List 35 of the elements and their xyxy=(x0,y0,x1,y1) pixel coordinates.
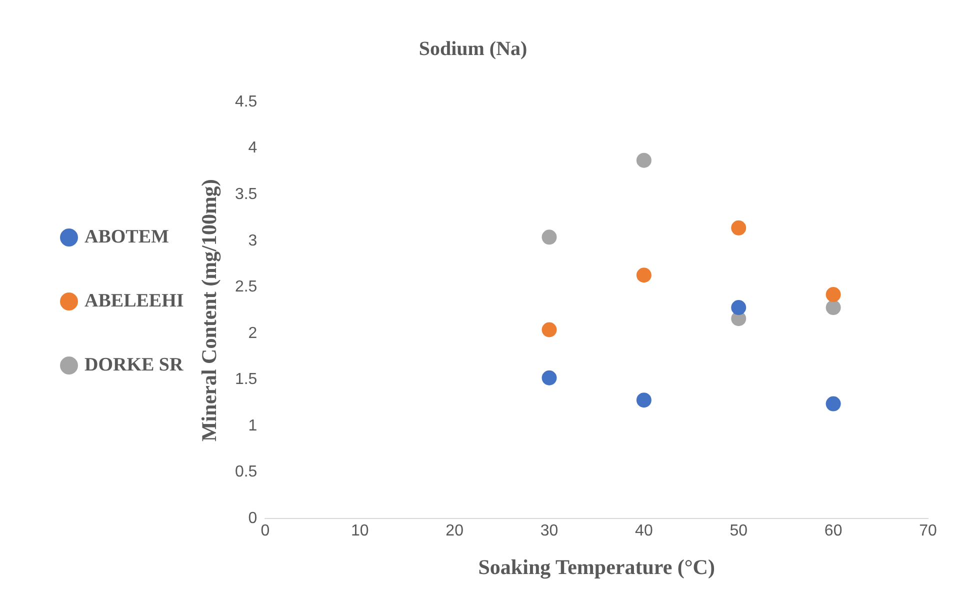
point xyxy=(636,392,652,408)
x-tick-label: 10 xyxy=(350,522,369,540)
x-axis-title: Soaking Temperature (°C) xyxy=(478,554,715,579)
y-tick-label: 2.5 xyxy=(234,278,258,296)
y-tick-label: 4 xyxy=(248,140,258,157)
point xyxy=(542,230,557,245)
legend-label: ABELEEHI xyxy=(84,290,184,312)
y-tick-label: 1.5 xyxy=(234,371,258,388)
point xyxy=(636,152,652,168)
legend-label: DORKE SR xyxy=(84,354,184,376)
point xyxy=(542,322,557,338)
point xyxy=(731,220,746,236)
y-tick-label: 0.5 xyxy=(234,464,258,481)
x-tick-label: 60 xyxy=(824,522,842,540)
y-tick-label: 4.5 xyxy=(234,93,258,110)
point xyxy=(826,287,841,302)
x-tick-label: 50 xyxy=(730,522,748,540)
x-tick-label: 40 xyxy=(635,522,653,540)
y-tick-label: 3 xyxy=(248,232,258,250)
y-tick-label: 1 xyxy=(248,417,258,434)
x-tick-label: 0 xyxy=(260,522,270,540)
point xyxy=(826,396,841,412)
x-tick-label: 20 xyxy=(446,522,464,540)
legend-label: ABOTEM xyxy=(84,226,170,248)
point xyxy=(636,268,652,283)
x-tick-label: 30 xyxy=(540,522,558,540)
y-tick-label: 3.5 xyxy=(234,186,258,203)
y-axis-title: Mineral Content (mg/100mg) xyxy=(196,179,221,442)
x-tick-label: 70 xyxy=(919,522,937,540)
y-tick-label: 0 xyxy=(248,510,258,528)
chart-title: Sodium (Na) xyxy=(418,38,528,60)
point xyxy=(542,370,557,386)
point xyxy=(826,300,841,316)
point xyxy=(731,300,746,316)
y-tick-label: 2 xyxy=(248,324,258,342)
